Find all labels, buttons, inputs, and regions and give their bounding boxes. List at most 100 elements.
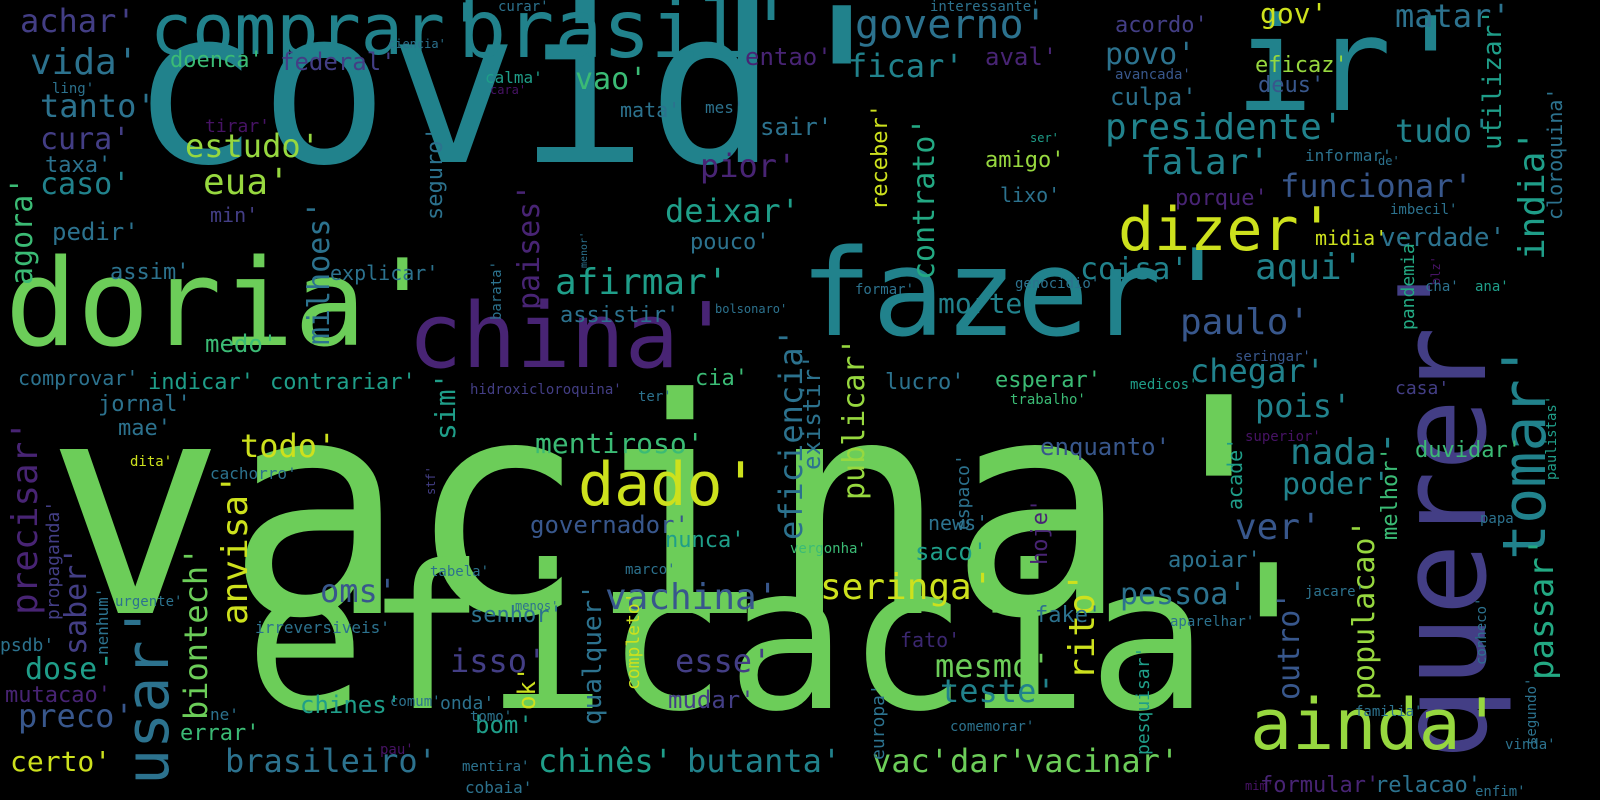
word-ok: ok' xyxy=(513,666,541,710)
word-mata: mata' xyxy=(620,98,681,122)
word-agora: agora' xyxy=(5,176,40,285)
word-outro: outro' xyxy=(1272,591,1307,700)
word-paulo: paulo' xyxy=(1180,302,1311,343)
word-coisa: coisa' xyxy=(1080,252,1189,287)
word-chinês: chinês' xyxy=(538,742,673,780)
word-sim: sim' xyxy=(429,372,462,440)
word-europa: europa' xyxy=(868,684,889,760)
word-vachina: vachina' xyxy=(605,577,779,618)
word-amigo: amigo' xyxy=(985,148,1065,173)
word-psdb: psdb' xyxy=(0,635,55,656)
word-ana: ana' xyxy=(1475,279,1509,295)
word-pesquisar: pesquisar' xyxy=(1133,646,1154,755)
word-usar: usar' xyxy=(113,604,183,785)
word-min: min' xyxy=(210,203,259,227)
word-esse: esse' xyxy=(675,642,772,680)
word-news: news' xyxy=(928,511,989,535)
word-funcionar: funcionar' xyxy=(1280,167,1473,205)
word-aparelhar: aparelhar' xyxy=(1170,614,1255,630)
word-todo: todo' xyxy=(240,427,337,465)
word-eua: eua' xyxy=(203,162,290,203)
word-mae: mae' xyxy=(118,416,171,441)
word-duvidar: duvidar' xyxy=(1415,438,1521,463)
word-mudar: mudar' xyxy=(668,686,755,714)
word-nenhum: nenhum' xyxy=(93,587,112,655)
word-apoiar: apoiar' xyxy=(1168,548,1261,573)
word-ling: ling' xyxy=(52,81,95,97)
word-brasileiro: brasileiro' xyxy=(225,742,437,780)
word-mim: mim' xyxy=(1245,779,1274,793)
word-culpa: culpa' xyxy=(1110,83,1197,111)
word-tanto: tanto' xyxy=(40,87,156,125)
word-mentira: mentira' xyxy=(462,759,530,775)
word-seringa: seringa' xyxy=(820,567,994,608)
word-poder: poder' xyxy=(1282,467,1391,502)
word-chines: chines' xyxy=(300,691,402,719)
word-dado: dado' xyxy=(578,450,759,520)
word-fazer: fazer' xyxy=(800,225,1234,364)
word-covid: covid' xyxy=(130,0,907,213)
word-cha: cha' xyxy=(1425,279,1459,295)
word-acordo: acordo' xyxy=(1115,13,1208,38)
word-dose: dose' xyxy=(25,652,116,687)
word-imbecil: imbecil' xyxy=(1390,202,1458,218)
word-calma: calma' xyxy=(485,68,543,87)
word-mes: mes' xyxy=(705,98,744,117)
word-pau: pau' xyxy=(380,742,414,758)
word-trabalho: trabalho' xyxy=(1010,392,1086,408)
word-passar: passar' xyxy=(1522,536,1562,680)
word-marco: marco' xyxy=(625,562,676,578)
word-papa: papa' xyxy=(1480,511,1523,527)
word-hoje: hoje' xyxy=(1028,498,1053,565)
word-ficar: ficar' xyxy=(848,47,964,85)
word-existir: existir' xyxy=(798,354,826,470)
word-comemorar: comemorar' xyxy=(950,719,1035,735)
word-preco: preco' xyxy=(18,697,134,735)
word-menor: menor' xyxy=(579,231,590,268)
word-medo: medo' xyxy=(205,330,278,358)
word-tabela: tabela' xyxy=(430,564,490,580)
word-interessante: interessante' xyxy=(930,0,1040,15)
word-bolsonaro: bolsonaro' xyxy=(715,302,788,316)
word-senhor: senhor' xyxy=(470,603,563,628)
word-familia: familia' xyxy=(1355,704,1423,720)
word-vinda: vinda' xyxy=(1505,737,1556,753)
word-eficaz: eficaz' xyxy=(1255,53,1348,78)
word-vacinar: vacinar' xyxy=(1025,742,1180,780)
word-deus: deus' xyxy=(1258,73,1325,98)
word-lixo: lixo' xyxy=(1000,183,1061,207)
word-governo: governo' xyxy=(855,2,1048,48)
word-onda: onda' xyxy=(440,693,495,714)
word-relacao: relacao' xyxy=(1375,773,1481,798)
word-ir: ir' xyxy=(1235,0,1470,141)
word-nunca: nunca' xyxy=(665,528,745,553)
word-comprovar: comprovar' xyxy=(18,366,139,390)
word-fato: fato' xyxy=(900,628,961,652)
word-dar: dar' xyxy=(950,742,1028,780)
word-conheco: conheco' xyxy=(1474,597,1490,665)
word-povo: povo' xyxy=(1105,37,1196,72)
word-precisar: precisar' xyxy=(5,419,46,615)
word-saber: saber' xyxy=(59,546,94,655)
word-esperar: esperar' xyxy=(995,368,1101,393)
word-ainda: ainda' xyxy=(1250,684,1503,766)
word-gov: gov' xyxy=(1260,0,1328,30)
word-acade: acade' xyxy=(1223,437,1247,510)
word-vergonha: vergonha' xyxy=(790,541,866,557)
word-mesmo: mesmo' xyxy=(935,647,1051,685)
word-populacao: populacao' xyxy=(1347,519,1382,700)
word-tomo: tomo' xyxy=(470,709,513,725)
word-ne: ne' xyxy=(210,705,239,724)
word-errar: errar' xyxy=(180,721,260,746)
word-segundo: segundo' xyxy=(1524,677,1540,745)
word-comum: comum' xyxy=(390,694,441,710)
word-dita: dita' xyxy=(130,454,173,470)
word-vac: vac' xyxy=(872,742,950,780)
word-vida: vida' xyxy=(30,42,139,83)
word-tirar: tirar' xyxy=(205,116,271,137)
word-paises: paises' xyxy=(512,183,547,310)
word-cura: cura' xyxy=(40,122,131,157)
word-verdade: verdade' xyxy=(1380,223,1506,253)
word-casa: casa' xyxy=(1395,378,1450,399)
word-qualquer: qualquer' xyxy=(578,584,608,725)
